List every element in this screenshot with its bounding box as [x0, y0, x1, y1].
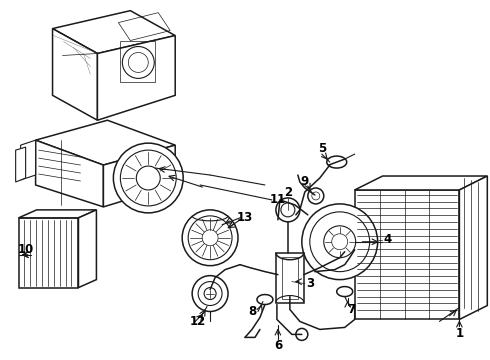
Polygon shape [460, 176, 488, 319]
Text: 7: 7 [347, 303, 356, 316]
Polygon shape [52, 28, 98, 120]
Text: 9: 9 [301, 175, 309, 189]
Bar [276, 253, 304, 302]
Text: 13: 13 [237, 211, 253, 224]
Bar [355, 190, 460, 319]
Polygon shape [103, 145, 175, 207]
Text: 2: 2 [284, 186, 292, 199]
Polygon shape [19, 210, 97, 218]
Polygon shape [21, 140, 36, 180]
Polygon shape [16, 147, 25, 182]
Circle shape [276, 198, 300, 222]
Circle shape [182, 210, 238, 266]
Text: 3: 3 [306, 277, 314, 290]
Text: 12: 12 [190, 315, 206, 328]
Circle shape [308, 188, 324, 204]
Circle shape [302, 204, 378, 280]
Text: 8: 8 [248, 305, 256, 318]
Polygon shape [78, 210, 97, 288]
Text: 11: 11 [270, 193, 286, 206]
Bar [19, 218, 78, 288]
Circle shape [296, 328, 308, 340]
Text: 4: 4 [384, 233, 392, 246]
Polygon shape [36, 140, 103, 207]
Circle shape [113, 143, 183, 213]
Text: 10: 10 [18, 243, 34, 256]
Text: 5: 5 [318, 141, 326, 155]
Text: 1: 1 [455, 327, 464, 340]
Polygon shape [355, 176, 488, 190]
Polygon shape [52, 11, 175, 54]
Bar [282, 257, 298, 298]
Circle shape [192, 276, 228, 311]
Polygon shape [98, 36, 175, 120]
Text: 6: 6 [274, 339, 282, 352]
Polygon shape [36, 120, 175, 165]
